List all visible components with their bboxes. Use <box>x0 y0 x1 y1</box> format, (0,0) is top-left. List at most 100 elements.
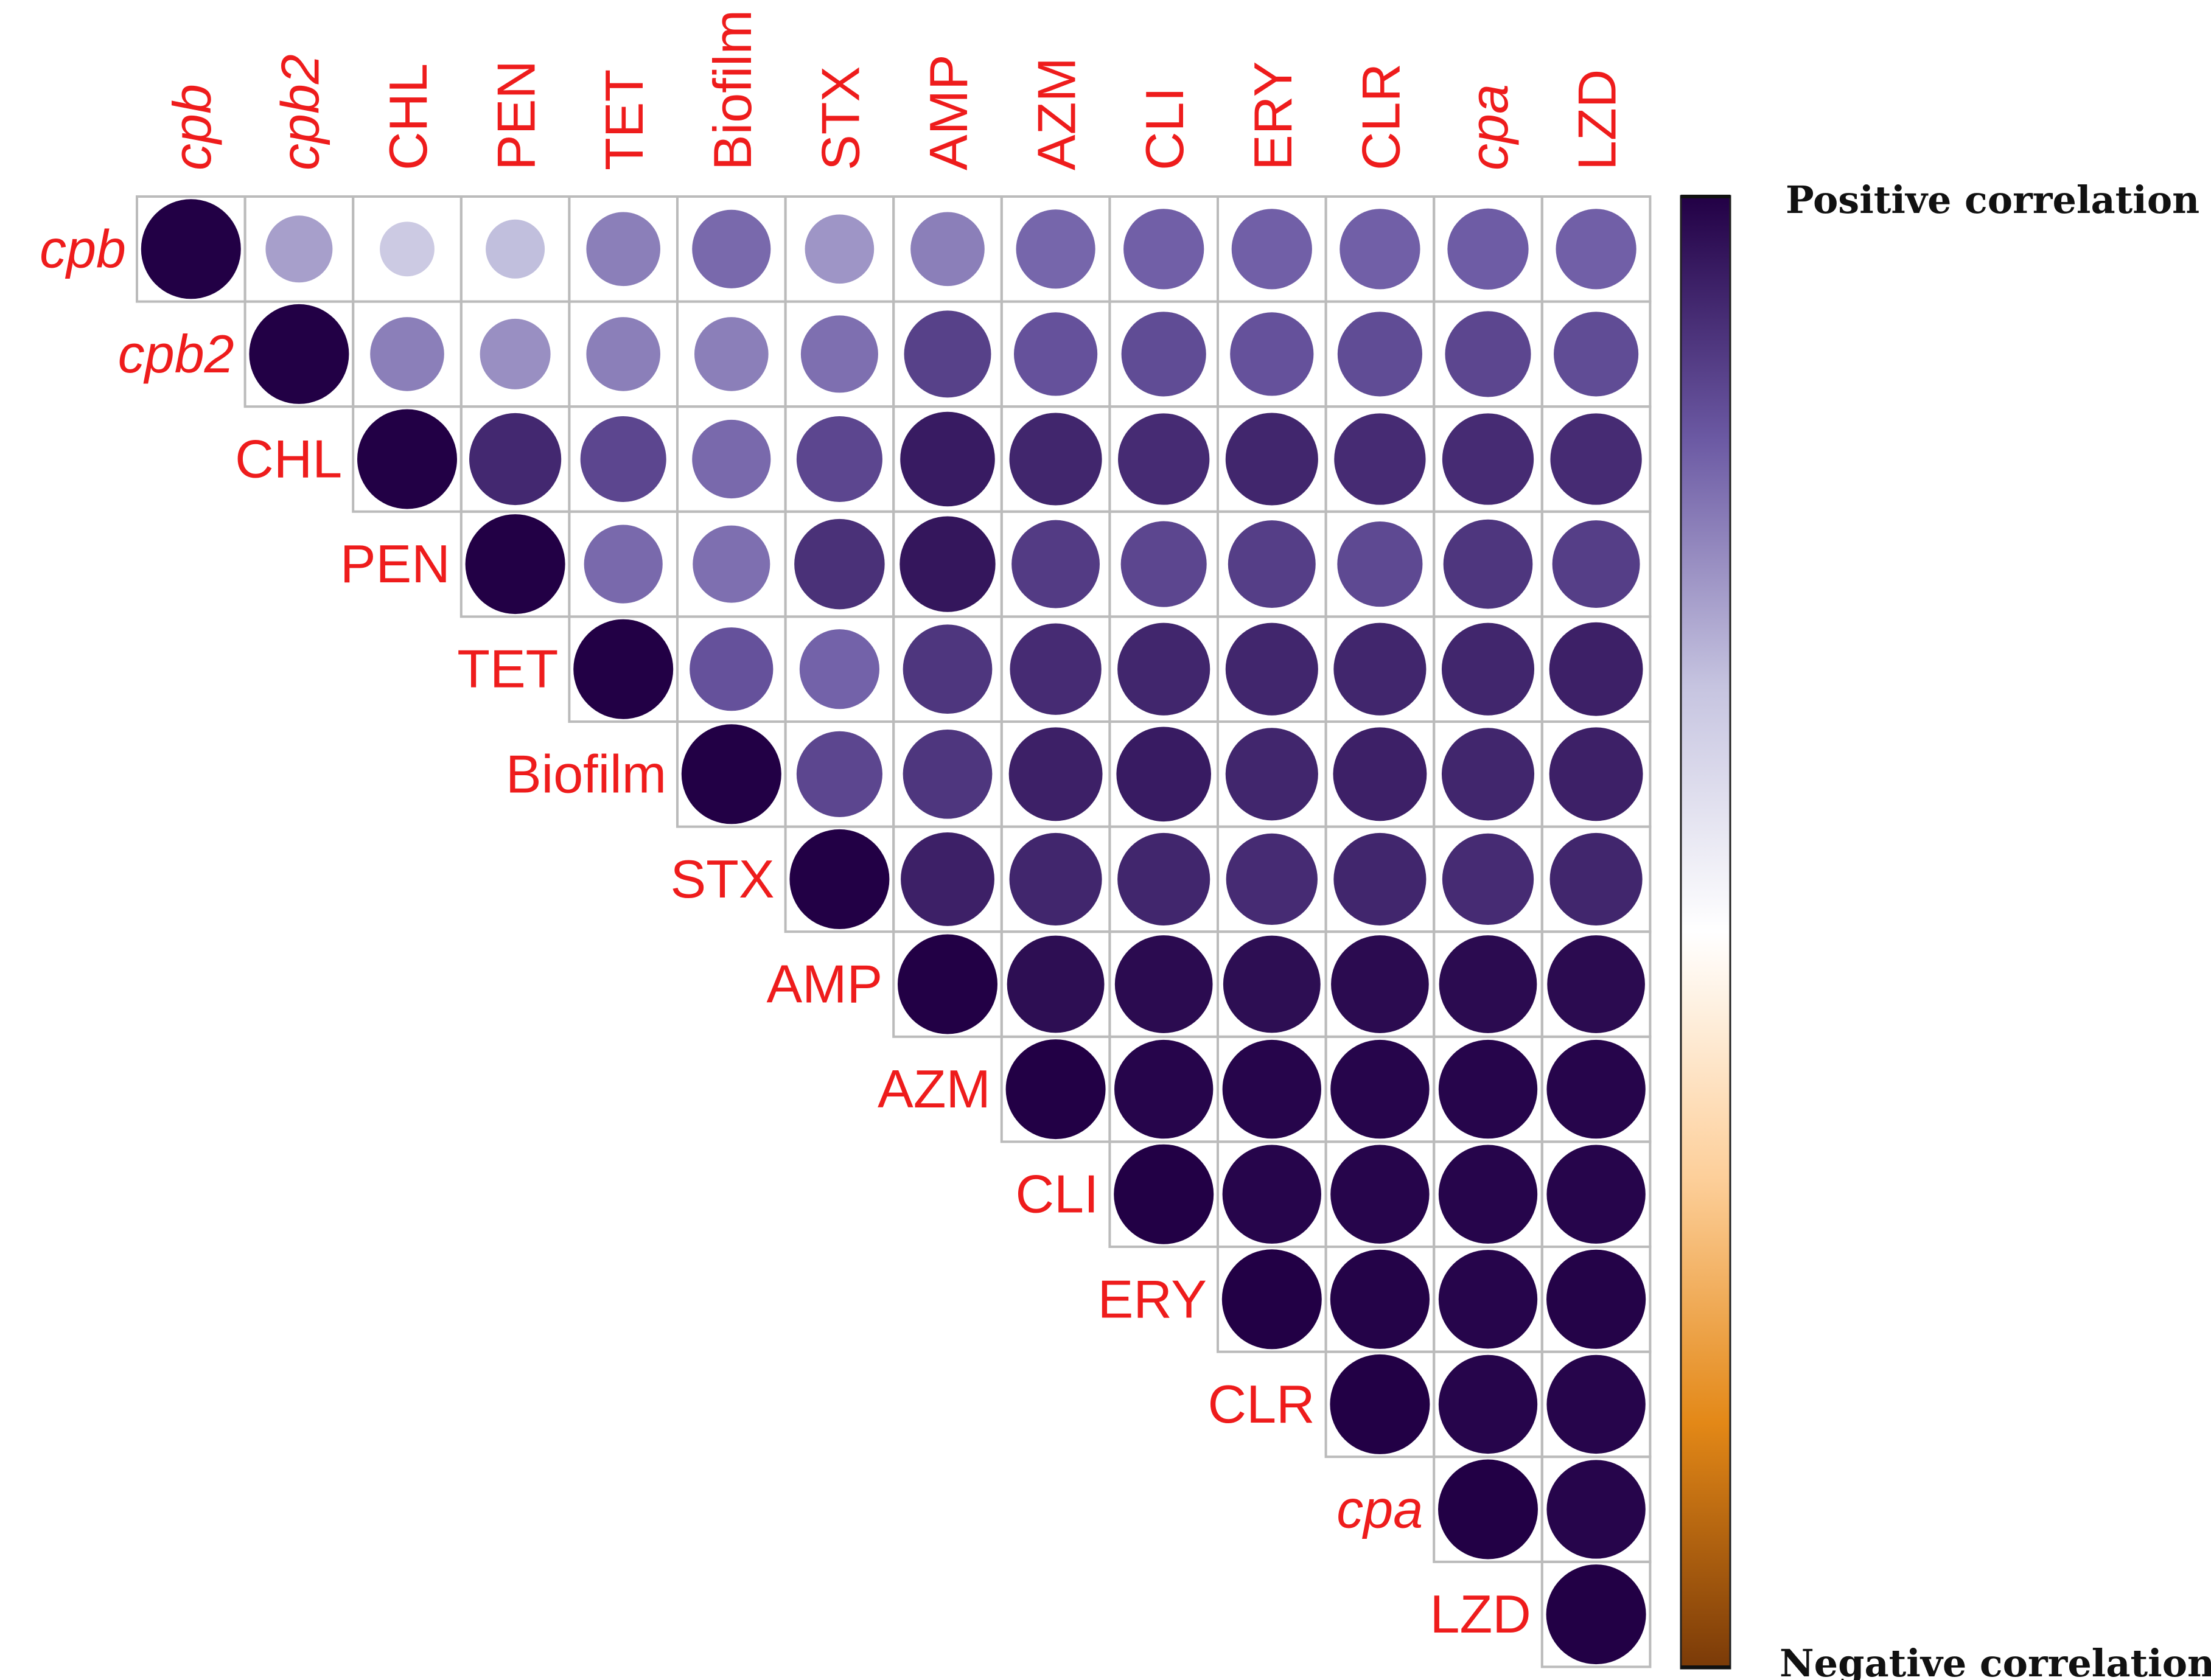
row-label-CHL: CHL <box>235 429 342 489</box>
corr-circle-cpb2-AMP <box>904 310 991 398</box>
corr-circle-cpb-AMP <box>910 212 985 287</box>
correlation-circles <box>141 199 1646 1665</box>
corr-circle-TET-STX <box>799 629 879 709</box>
colorbar-bottom-label: Negative correlation <box>1780 1641 2211 1680</box>
corr-circle-Biofilm-CLI <box>1116 727 1211 822</box>
corr-circle-CLI-ERY <box>1222 1145 1321 1244</box>
row-label-cpb: cpb <box>40 218 126 279</box>
corr-circle-cpb2-AZM <box>1013 312 1098 396</box>
corr-circle-cpb2-CLR <box>1337 312 1422 397</box>
corr-circle-Biofilm-Biofilm <box>681 724 781 824</box>
row-label-LZD: LZD <box>1430 1584 1531 1644</box>
row-label-AMP: AMP <box>766 954 882 1014</box>
corr-circle-PEN-AMP <box>899 516 996 612</box>
grid-cells <box>136 195 1652 1668</box>
corr-circle-cpb2-STX <box>800 315 878 393</box>
column-label-cpa: cpa <box>1459 84 1519 170</box>
column-label-STX: STX <box>810 66 870 170</box>
corr-circle-CHL-AZM <box>1009 413 1102 506</box>
corr-circle-cpb-cpb <box>141 199 241 299</box>
corr-circle-STX-AMP <box>901 832 994 926</box>
corr-circle-AZM-CLI <box>1114 1039 1214 1139</box>
corr-circle-AMP-LZD <box>1547 935 1645 1033</box>
corr-circle-cpb2-cpb2 <box>249 304 349 404</box>
corr-circle-cpb-AZM <box>1016 209 1095 289</box>
row-label-CLI: CLI <box>1015 1164 1099 1224</box>
column-label-AZM: AZM <box>1027 57 1087 170</box>
corr-circle-TET-ERY <box>1225 622 1318 716</box>
corr-circle-PEN-CLI <box>1120 521 1207 607</box>
corr-circle-AZM-ERY <box>1222 1039 1321 1139</box>
column-label-TET: TET <box>594 69 654 170</box>
corr-circle-cpb2-CHL <box>370 317 444 391</box>
corr-circle-TET-TET <box>573 619 674 719</box>
column-label-cpb: cpb <box>162 84 222 170</box>
corr-circle-CLR-CLR <box>1330 1354 1430 1454</box>
corr-circle-cpb2-Biofilm <box>694 317 769 391</box>
corr-circle-CHL-TET <box>580 416 666 503</box>
row-label-CLR: CLR <box>1208 1374 1315 1434</box>
column-label-cpb2: cpb2 <box>270 54 330 170</box>
corr-circle-STX-LZD <box>1549 832 1643 925</box>
corr-circle-STX-CLR <box>1333 832 1427 925</box>
corr-circle-PEN-PEN <box>465 514 565 615</box>
corr-circle-PEN-AZM <box>1011 520 1100 608</box>
corr-circle-PEN-Biofilm <box>693 525 770 603</box>
corr-circle-STX-AZM <box>1009 832 1102 925</box>
column-label-PEN: PEN <box>486 60 547 170</box>
corr-circle-CLI-cpa <box>1438 1145 1538 1244</box>
corr-circle-STX-cpa <box>1442 833 1534 925</box>
column-label-CLI: CLI <box>1134 87 1195 170</box>
corr-circle-CHL-AMP <box>900 411 995 507</box>
corr-circle-Biofilm-AMP <box>903 729 993 819</box>
colorbar <box>1680 195 1731 1670</box>
corr-circle-AMP-AMP <box>898 934 997 1034</box>
corr-circle-cpb-STX <box>805 214 875 284</box>
corr-circle-TET-AMP <box>903 624 993 714</box>
corr-circle-cpb-TET <box>586 212 661 287</box>
corr-circle-Biofilm-LZD <box>1549 727 1643 821</box>
corr-circle-cpb-ERY <box>1231 209 1312 290</box>
corr-circle-CHL-STX <box>796 416 882 503</box>
corr-circle-AZM-cpa <box>1438 1039 1538 1139</box>
column-label-Biofilm: Biofilm <box>702 10 763 170</box>
corr-circle-TET-CLR <box>1333 622 1427 716</box>
corr-circle-CHL-PEN <box>469 413 562 506</box>
corr-circle-PEN-LZD <box>1552 520 1640 608</box>
corr-circle-ERY-ERY <box>1221 1249 1322 1350</box>
corr-circle-CHL-CLR <box>1334 413 1426 505</box>
corr-circle-Biofilm-CLR <box>1333 727 1427 821</box>
corr-circle-ERY-LZD <box>1546 1249 1646 1349</box>
corr-circle-AZM-LZD <box>1546 1039 1646 1139</box>
corr-circle-Biofilm-STX <box>796 731 882 817</box>
corr-circle-cpb-cpb2 <box>265 215 333 283</box>
column-label-LZD: LZD <box>1567 69 1627 170</box>
corr-circle-STX-STX <box>789 829 890 929</box>
grid-cell <box>1540 1560 1652 1668</box>
row-label-PEN: PEN <box>340 534 450 594</box>
corr-circle-PEN-cpa <box>1443 519 1533 609</box>
corr-circle-ERY-cpa <box>1438 1250 1538 1349</box>
corr-circle-TET-Biofilm <box>690 627 774 711</box>
column-label-CHL: CHL <box>378 63 438 170</box>
row-label-STX: STX <box>670 849 774 909</box>
corr-circle-CLR-LZD <box>1546 1354 1646 1454</box>
corr-circle-cpb-Biofilm <box>692 209 771 288</box>
corr-circle-AZM-CLR <box>1330 1039 1430 1139</box>
corr-circle-cpb2-cpa <box>1445 311 1531 397</box>
corr-circle-AMP-CLR <box>1331 935 1429 1033</box>
corr-circle-cpb2-PEN <box>480 318 551 389</box>
corr-circle-TET-CLI <box>1117 622 1210 716</box>
corr-circle-TET-LZD <box>1549 622 1643 716</box>
corr-circle-AMP-ERY <box>1223 935 1321 1033</box>
corr-circle-Biofilm-AZM <box>1008 727 1103 821</box>
corr-circle-cpb2-LZD <box>1554 312 1639 397</box>
corr-circle-cpb-CHL <box>380 221 435 277</box>
corr-circle-cpb2-ERY <box>1230 312 1314 396</box>
row-label-ERY: ERY <box>1098 1269 1207 1329</box>
column-label-CLR: CLR <box>1350 63 1411 170</box>
corr-circle-AMP-AZM <box>1007 935 1105 1033</box>
corr-circle-AMP-CLI <box>1114 935 1213 1033</box>
row-label-cpb2: cpb2 <box>118 324 234 384</box>
